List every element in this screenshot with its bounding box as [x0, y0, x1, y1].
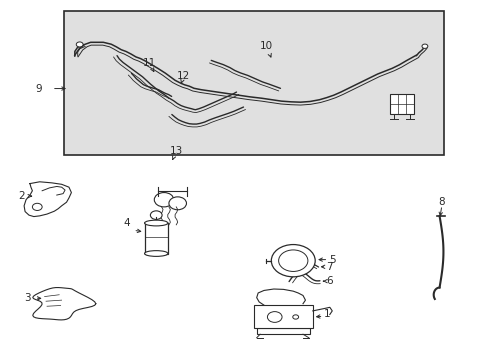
Text: 3: 3: [24, 293, 31, 303]
Text: 2: 2: [18, 191, 24, 201]
Bar: [389, 94, 413, 114]
Text: 9: 9: [35, 84, 42, 94]
Text: 5: 5: [328, 255, 335, 265]
Bar: [144, 223, 167, 253]
Text: 7: 7: [326, 262, 332, 272]
Ellipse shape: [144, 220, 167, 226]
Text: 8: 8: [438, 197, 445, 207]
Circle shape: [271, 244, 315, 277]
Text: 12: 12: [177, 71, 190, 84]
Circle shape: [32, 203, 42, 211]
Text: 10: 10: [259, 41, 272, 57]
Circle shape: [278, 250, 307, 271]
Circle shape: [76, 42, 83, 47]
Circle shape: [292, 315, 298, 319]
Text: 11: 11: [142, 58, 156, 72]
Circle shape: [421, 44, 427, 48]
Bar: [64, 12, 444, 155]
Bar: [256, 328, 310, 334]
Circle shape: [150, 211, 162, 220]
Bar: [254, 305, 312, 328]
Circle shape: [168, 197, 186, 210]
Circle shape: [154, 193, 173, 207]
Circle shape: [267, 312, 282, 322]
Text: 13: 13: [169, 146, 183, 159]
Text: 1: 1: [324, 310, 330, 319]
Ellipse shape: [144, 251, 167, 256]
Text: 6: 6: [326, 276, 332, 286]
Text: 4: 4: [123, 218, 129, 228]
